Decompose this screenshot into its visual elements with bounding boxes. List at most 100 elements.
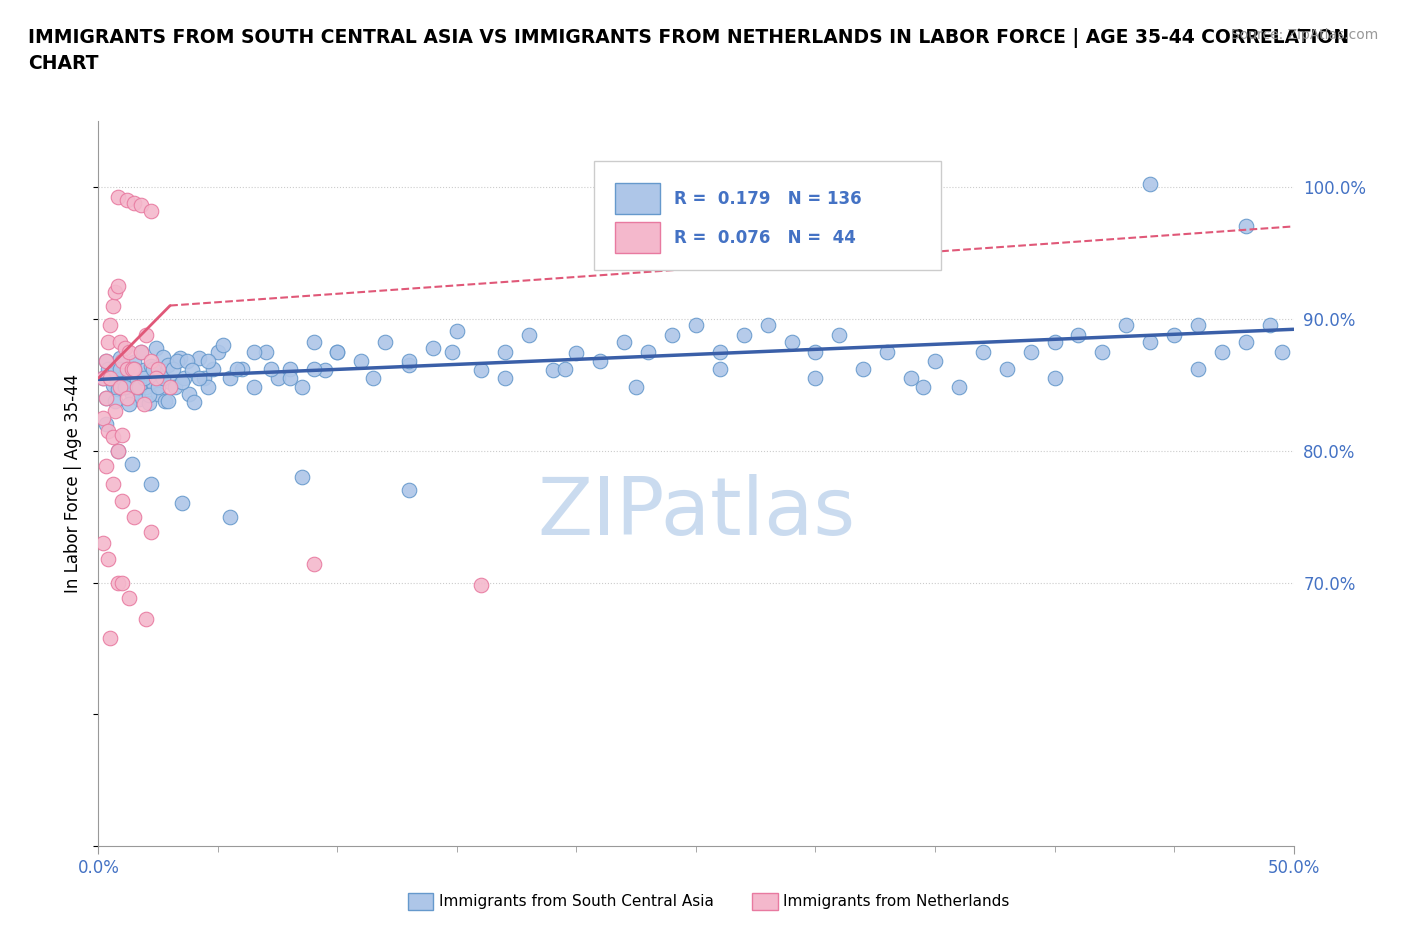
Point xyxy=(661,327,683,342)
Point xyxy=(155,393,177,408)
Point xyxy=(350,353,373,368)
Point xyxy=(398,353,420,368)
Point xyxy=(172,375,194,390)
Point xyxy=(637,344,659,359)
Point xyxy=(733,327,755,342)
Point xyxy=(156,393,179,408)
Point xyxy=(152,350,174,365)
Point xyxy=(1139,335,1161,350)
Point xyxy=(111,493,134,508)
Point xyxy=(470,363,492,378)
Point xyxy=(94,391,117,405)
Point xyxy=(132,363,155,378)
Point xyxy=(211,338,233,352)
Bar xyxy=(614,183,661,214)
Point xyxy=(1271,344,1294,359)
Point xyxy=(145,340,167,355)
Point xyxy=(107,190,129,205)
Point xyxy=(124,355,146,370)
Text: ZIPatlas: ZIPatlas xyxy=(537,473,855,551)
Point xyxy=(1043,371,1066,386)
Point xyxy=(291,379,314,394)
Point xyxy=(135,612,157,627)
Point xyxy=(108,362,131,377)
Point xyxy=(166,353,188,368)
Point xyxy=(98,371,122,386)
Point xyxy=(152,371,174,386)
Point xyxy=(441,344,464,359)
Point xyxy=(107,444,129,458)
Point xyxy=(159,375,181,390)
Point xyxy=(118,591,141,605)
Point xyxy=(804,371,827,386)
Point xyxy=(685,318,707,333)
Point xyxy=(756,318,779,333)
Point xyxy=(101,378,124,392)
Point xyxy=(709,344,731,359)
Point xyxy=(169,351,191,365)
Point xyxy=(972,344,994,359)
Point xyxy=(124,362,146,377)
Point xyxy=(104,360,127,375)
Point xyxy=(278,371,301,386)
Point xyxy=(94,391,117,405)
Point xyxy=(118,397,141,412)
Point xyxy=(1139,177,1161,192)
Point xyxy=(159,379,181,394)
Point xyxy=(131,344,153,359)
Point xyxy=(115,362,138,377)
Point xyxy=(128,379,150,394)
Point xyxy=(132,371,155,386)
Point xyxy=(139,203,162,218)
Point xyxy=(101,476,124,491)
Point xyxy=(98,371,122,386)
Point xyxy=(267,371,290,386)
Point xyxy=(111,575,134,590)
Point xyxy=(156,357,179,372)
Point xyxy=(97,335,120,350)
Point xyxy=(111,428,134,443)
Point xyxy=(97,362,120,377)
Point xyxy=(900,371,922,386)
Point xyxy=(135,379,157,394)
Text: R =  0.179   N = 136: R = 0.179 N = 136 xyxy=(675,190,862,207)
Point xyxy=(124,195,146,210)
Point xyxy=(291,470,314,485)
Point xyxy=(114,379,136,394)
Point xyxy=(398,483,420,498)
Point xyxy=(374,335,396,350)
Point xyxy=(1019,344,1042,359)
Point xyxy=(219,371,242,386)
Text: Source: ZipAtlas.com: Source: ZipAtlas.com xyxy=(1230,28,1378,42)
Point xyxy=(207,344,229,359)
Point xyxy=(1234,219,1257,233)
Point xyxy=(97,423,120,438)
Point xyxy=(114,379,136,394)
Point xyxy=(148,387,170,402)
Point xyxy=(1163,327,1185,342)
Point xyxy=(398,357,420,372)
Point xyxy=(302,557,325,572)
Point xyxy=(139,359,162,374)
Point xyxy=(517,327,540,342)
Point xyxy=(132,397,155,412)
Point xyxy=(202,362,225,377)
Point xyxy=(1043,335,1066,350)
Point xyxy=(121,457,143,472)
Point xyxy=(139,476,162,491)
Point xyxy=(148,379,170,394)
Point xyxy=(541,363,564,378)
Point xyxy=(111,371,134,386)
Point xyxy=(948,379,970,394)
Point xyxy=(138,388,160,403)
FancyBboxPatch shape xyxy=(595,161,941,270)
Point xyxy=(104,285,127,299)
Point xyxy=(219,509,242,524)
Point xyxy=(197,353,219,368)
Point xyxy=(470,578,492,592)
Point xyxy=(243,344,266,359)
Point xyxy=(363,371,385,386)
Point xyxy=(1067,327,1090,342)
Point xyxy=(125,373,148,388)
Point xyxy=(145,371,167,386)
